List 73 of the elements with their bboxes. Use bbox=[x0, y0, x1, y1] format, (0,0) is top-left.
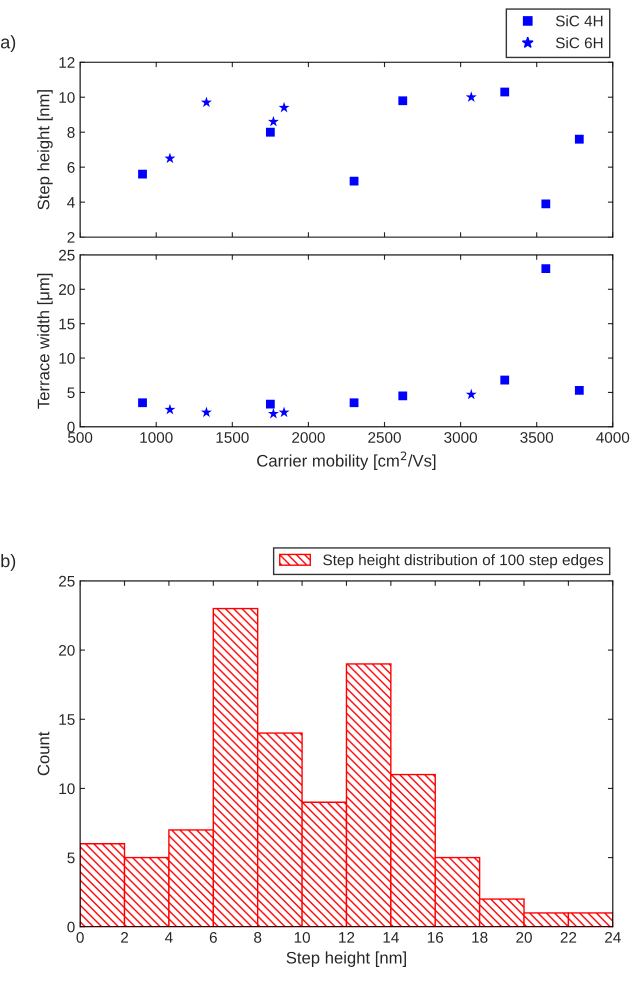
y-tick-label: 2 bbox=[68, 232, 74, 243]
x-tick-label: 22 bbox=[560, 932, 576, 943]
y-tick-label: 25 bbox=[59, 576, 75, 587]
y-axis-title: Step height [nm] bbox=[37, 90, 53, 210]
x-tick-label: 24 bbox=[605, 932, 621, 943]
y-tick-label: 8 bbox=[67, 127, 75, 138]
y-tick-label: 5 bbox=[67, 387, 75, 398]
point bbox=[138, 398, 147, 408]
x-tick-label: 8 bbox=[254, 932, 262, 943]
point bbox=[500, 376, 510, 384]
x-tick-label: 12 bbox=[339, 932, 354, 943]
point bbox=[266, 400, 275, 409]
point bbox=[164, 404, 176, 414]
y-tick-label: 0 bbox=[67, 922, 75, 932]
y-tick-label: 20 bbox=[59, 284, 75, 295]
point bbox=[466, 388, 477, 400]
x-tick-label: 18 bbox=[472, 932, 488, 943]
point bbox=[350, 176, 358, 186]
point bbox=[266, 128, 275, 137]
point bbox=[574, 386, 584, 395]
y-tick-label: 15 bbox=[59, 714, 75, 725]
y-tick-label: 10 bbox=[59, 92, 75, 103]
y-tick-label: 4 bbox=[67, 197, 75, 208]
point bbox=[138, 170, 147, 179]
y-tick-label: 10 bbox=[59, 352, 75, 364]
point bbox=[541, 200, 550, 208]
point bbox=[268, 116, 279, 126]
x-tick-label: 500 bbox=[68, 432, 92, 443]
point bbox=[541, 264, 550, 274]
y-tick-label: 0 bbox=[67, 422, 75, 432]
text: b) bbox=[1, 554, 16, 571]
x-tick-label: 2500 bbox=[368, 432, 401, 443]
y-axis-title: Count bbox=[38, 732, 50, 776]
y-tick-label: 15 bbox=[59, 318, 75, 330]
x-axis-title: Carrier mobility [cm$^{2}$/Vs] bbox=[257, 451, 436, 470]
point bbox=[398, 391, 408, 400]
x-tick-label: 1500 bbox=[216, 432, 249, 443]
point bbox=[164, 152, 176, 164]
x-tick-label: 3000 bbox=[444, 432, 477, 443]
x-tick-label: 3500 bbox=[520, 432, 554, 443]
y-tick-label: 6 bbox=[68, 162, 75, 173]
x-tick-label: 2 bbox=[121, 932, 128, 943]
point bbox=[200, 96, 212, 108]
x-tick-label: 1000 bbox=[140, 432, 173, 443]
x-tick-label: 16 bbox=[428, 932, 444, 943]
legend-label: SiC 6H bbox=[556, 37, 602, 48]
legend-label: Step height distribution of 100 step edges bbox=[323, 554, 604, 568]
x-tick-label: 14 bbox=[384, 932, 399, 943]
point bbox=[574, 134, 584, 144]
y-tick-label: 12 bbox=[59, 57, 74, 68]
y-tick-label: 5 bbox=[67, 852, 75, 864]
y-tick-label: 25 bbox=[59, 250, 75, 261]
legend-label: SiC 4H bbox=[556, 15, 602, 26]
text: a) bbox=[0, 35, 16, 52]
point bbox=[500, 88, 510, 96]
point bbox=[268, 408, 279, 418]
x-tick-label: 2000 bbox=[292, 432, 325, 443]
x-tick-label: 10 bbox=[294, 932, 310, 943]
x-tick-label: 0 bbox=[76, 932, 84, 943]
y-tick-label: 20 bbox=[59, 644, 75, 656]
point bbox=[278, 102, 290, 112]
x-tick-label: 4000 bbox=[596, 432, 630, 443]
y-tick-label: 10 bbox=[59, 783, 75, 794]
y-axis-title: Terrace width [μm] bbox=[37, 274, 53, 409]
x-tick-label: 20 bbox=[516, 932, 532, 943]
point bbox=[398, 96, 408, 106]
x-tick-label: 4 bbox=[165, 932, 173, 943]
point bbox=[350, 398, 358, 408]
x-axis-title: Step height [nm] bbox=[286, 951, 406, 967]
x-tick-label: 6 bbox=[210, 932, 217, 943]
point bbox=[200, 406, 212, 418]
point bbox=[278, 406, 290, 418]
point bbox=[466, 91, 477, 102]
